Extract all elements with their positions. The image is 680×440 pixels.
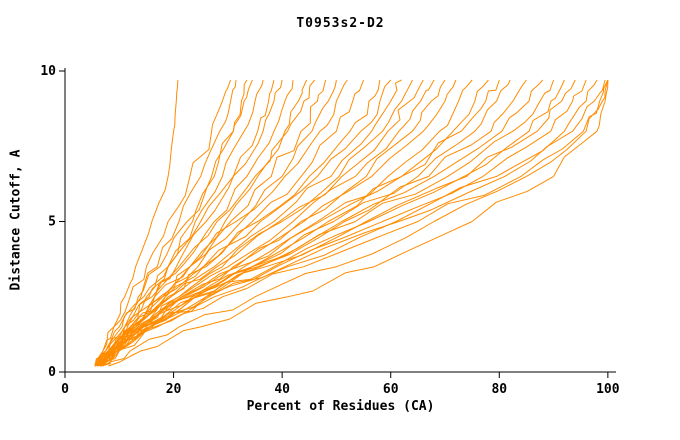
x-tick-label: 0 xyxy=(61,382,69,397)
model-curve xyxy=(94,79,544,367)
model-curve xyxy=(94,79,316,367)
y-tick-label: 10 xyxy=(40,64,56,79)
model-curve xyxy=(102,79,609,367)
model-curve xyxy=(94,79,500,367)
model-curve xyxy=(97,79,179,367)
y-axis-label: Distance Cutoff, A xyxy=(8,149,24,291)
model-curve xyxy=(94,79,576,367)
model-curve xyxy=(94,79,348,367)
model-curve xyxy=(97,79,473,367)
model-curve xyxy=(94,79,253,367)
model-curve xyxy=(94,79,232,367)
model-curve xyxy=(94,79,457,367)
model-curve xyxy=(97,79,609,367)
model-curve xyxy=(108,79,609,367)
y-tick-label: 0 xyxy=(48,365,56,380)
x-tick-label: 100 xyxy=(596,382,620,397)
model-curve xyxy=(100,79,565,367)
x-tick-label: 20 xyxy=(166,382,182,397)
y-tick-label: 5 xyxy=(48,215,56,230)
x-tick-label: 40 xyxy=(274,382,290,397)
model-curve xyxy=(94,79,606,367)
chart-title: T0953s2-D2 xyxy=(296,16,385,31)
model-curve xyxy=(99,79,308,367)
x-tick-label: 60 xyxy=(383,382,399,397)
x-tick-label: 80 xyxy=(491,382,507,397)
x-axis-label: Percent of Residues (CA) xyxy=(246,399,435,414)
